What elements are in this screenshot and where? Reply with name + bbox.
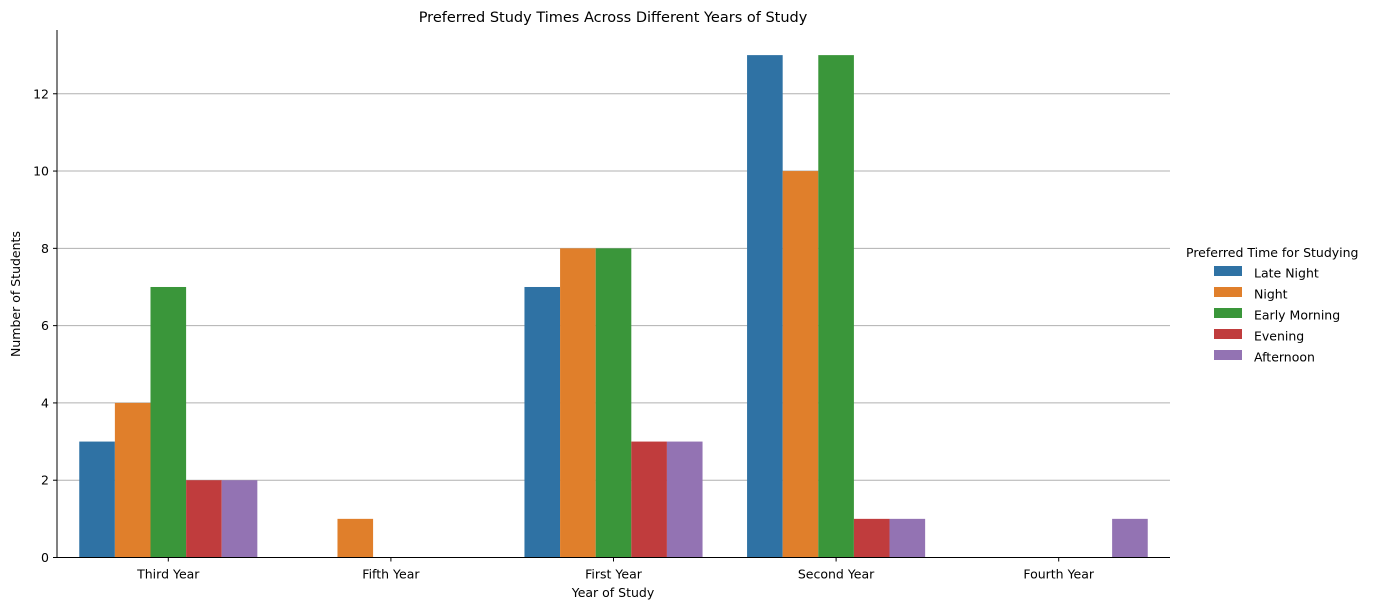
bars	[79, 55, 1148, 558]
legend-label: Night	[1254, 287, 1288, 302]
y-tick-label: 4	[41, 395, 49, 410]
bar	[889, 518, 926, 558]
y-ticks: 0 2 4 6 8 10 12	[33, 86, 57, 565]
x-tick-label: Fifth Year	[362, 567, 420, 582]
legend-swatch	[1214, 287, 1242, 297]
y-tick-label: 2	[41, 473, 49, 488]
bar	[221, 480, 258, 558]
y-tick-label: 10	[33, 164, 49, 179]
bar	[337, 518, 374, 558]
bar	[114, 402, 151, 558]
bar	[150, 286, 187, 558]
x-ticks: Third Year Fifth Year First Year Second Yea…	[136, 557, 1095, 582]
legend-swatch	[1214, 329, 1242, 339]
x-tick-label: First Year	[585, 567, 643, 582]
x-tick-label: Third Year	[136, 567, 200, 582]
bar	[186, 480, 222, 558]
bar	[747, 55, 783, 558]
x-axis-label: Year of Study	[571, 585, 655, 600]
y-axis-label: Number of Students	[8, 231, 23, 357]
x-tick-label: Second Year	[798, 567, 875, 582]
legend-label: Late Night	[1254, 266, 1319, 281]
bar	[818, 55, 854, 558]
legend-title: Preferred Time for Studying	[1186, 245, 1359, 260]
bar	[595, 248, 632, 558]
legend-swatch	[1214, 308, 1242, 318]
y-tick-label: 6	[41, 318, 49, 333]
y-tick-label: 0	[41, 550, 49, 565]
legend: Preferred Time for Studying Late Night Ni…	[1186, 245, 1359, 365]
bar	[666, 441, 703, 558]
bar	[79, 441, 115, 558]
legend-label: Early Morning	[1254, 308, 1340, 323]
bar	[853, 518, 890, 558]
legend-swatch	[1214, 266, 1242, 276]
y-tick-label: 8	[41, 241, 49, 256]
bar	[524, 286, 561, 558]
legend-swatch	[1214, 350, 1242, 360]
legend-label: Afternoon	[1254, 350, 1315, 365]
legend-label: Evening	[1254, 329, 1304, 344]
bar	[782, 171, 819, 558]
bar	[631, 441, 667, 558]
chart-title: Preferred Study Times Across Different Y…	[419, 10, 808, 26]
bar	[1112, 518, 1148, 558]
y-tick-label: 12	[33, 86, 49, 101]
bar	[560, 248, 596, 558]
x-tick-label: Fourth Year	[1023, 567, 1095, 582]
